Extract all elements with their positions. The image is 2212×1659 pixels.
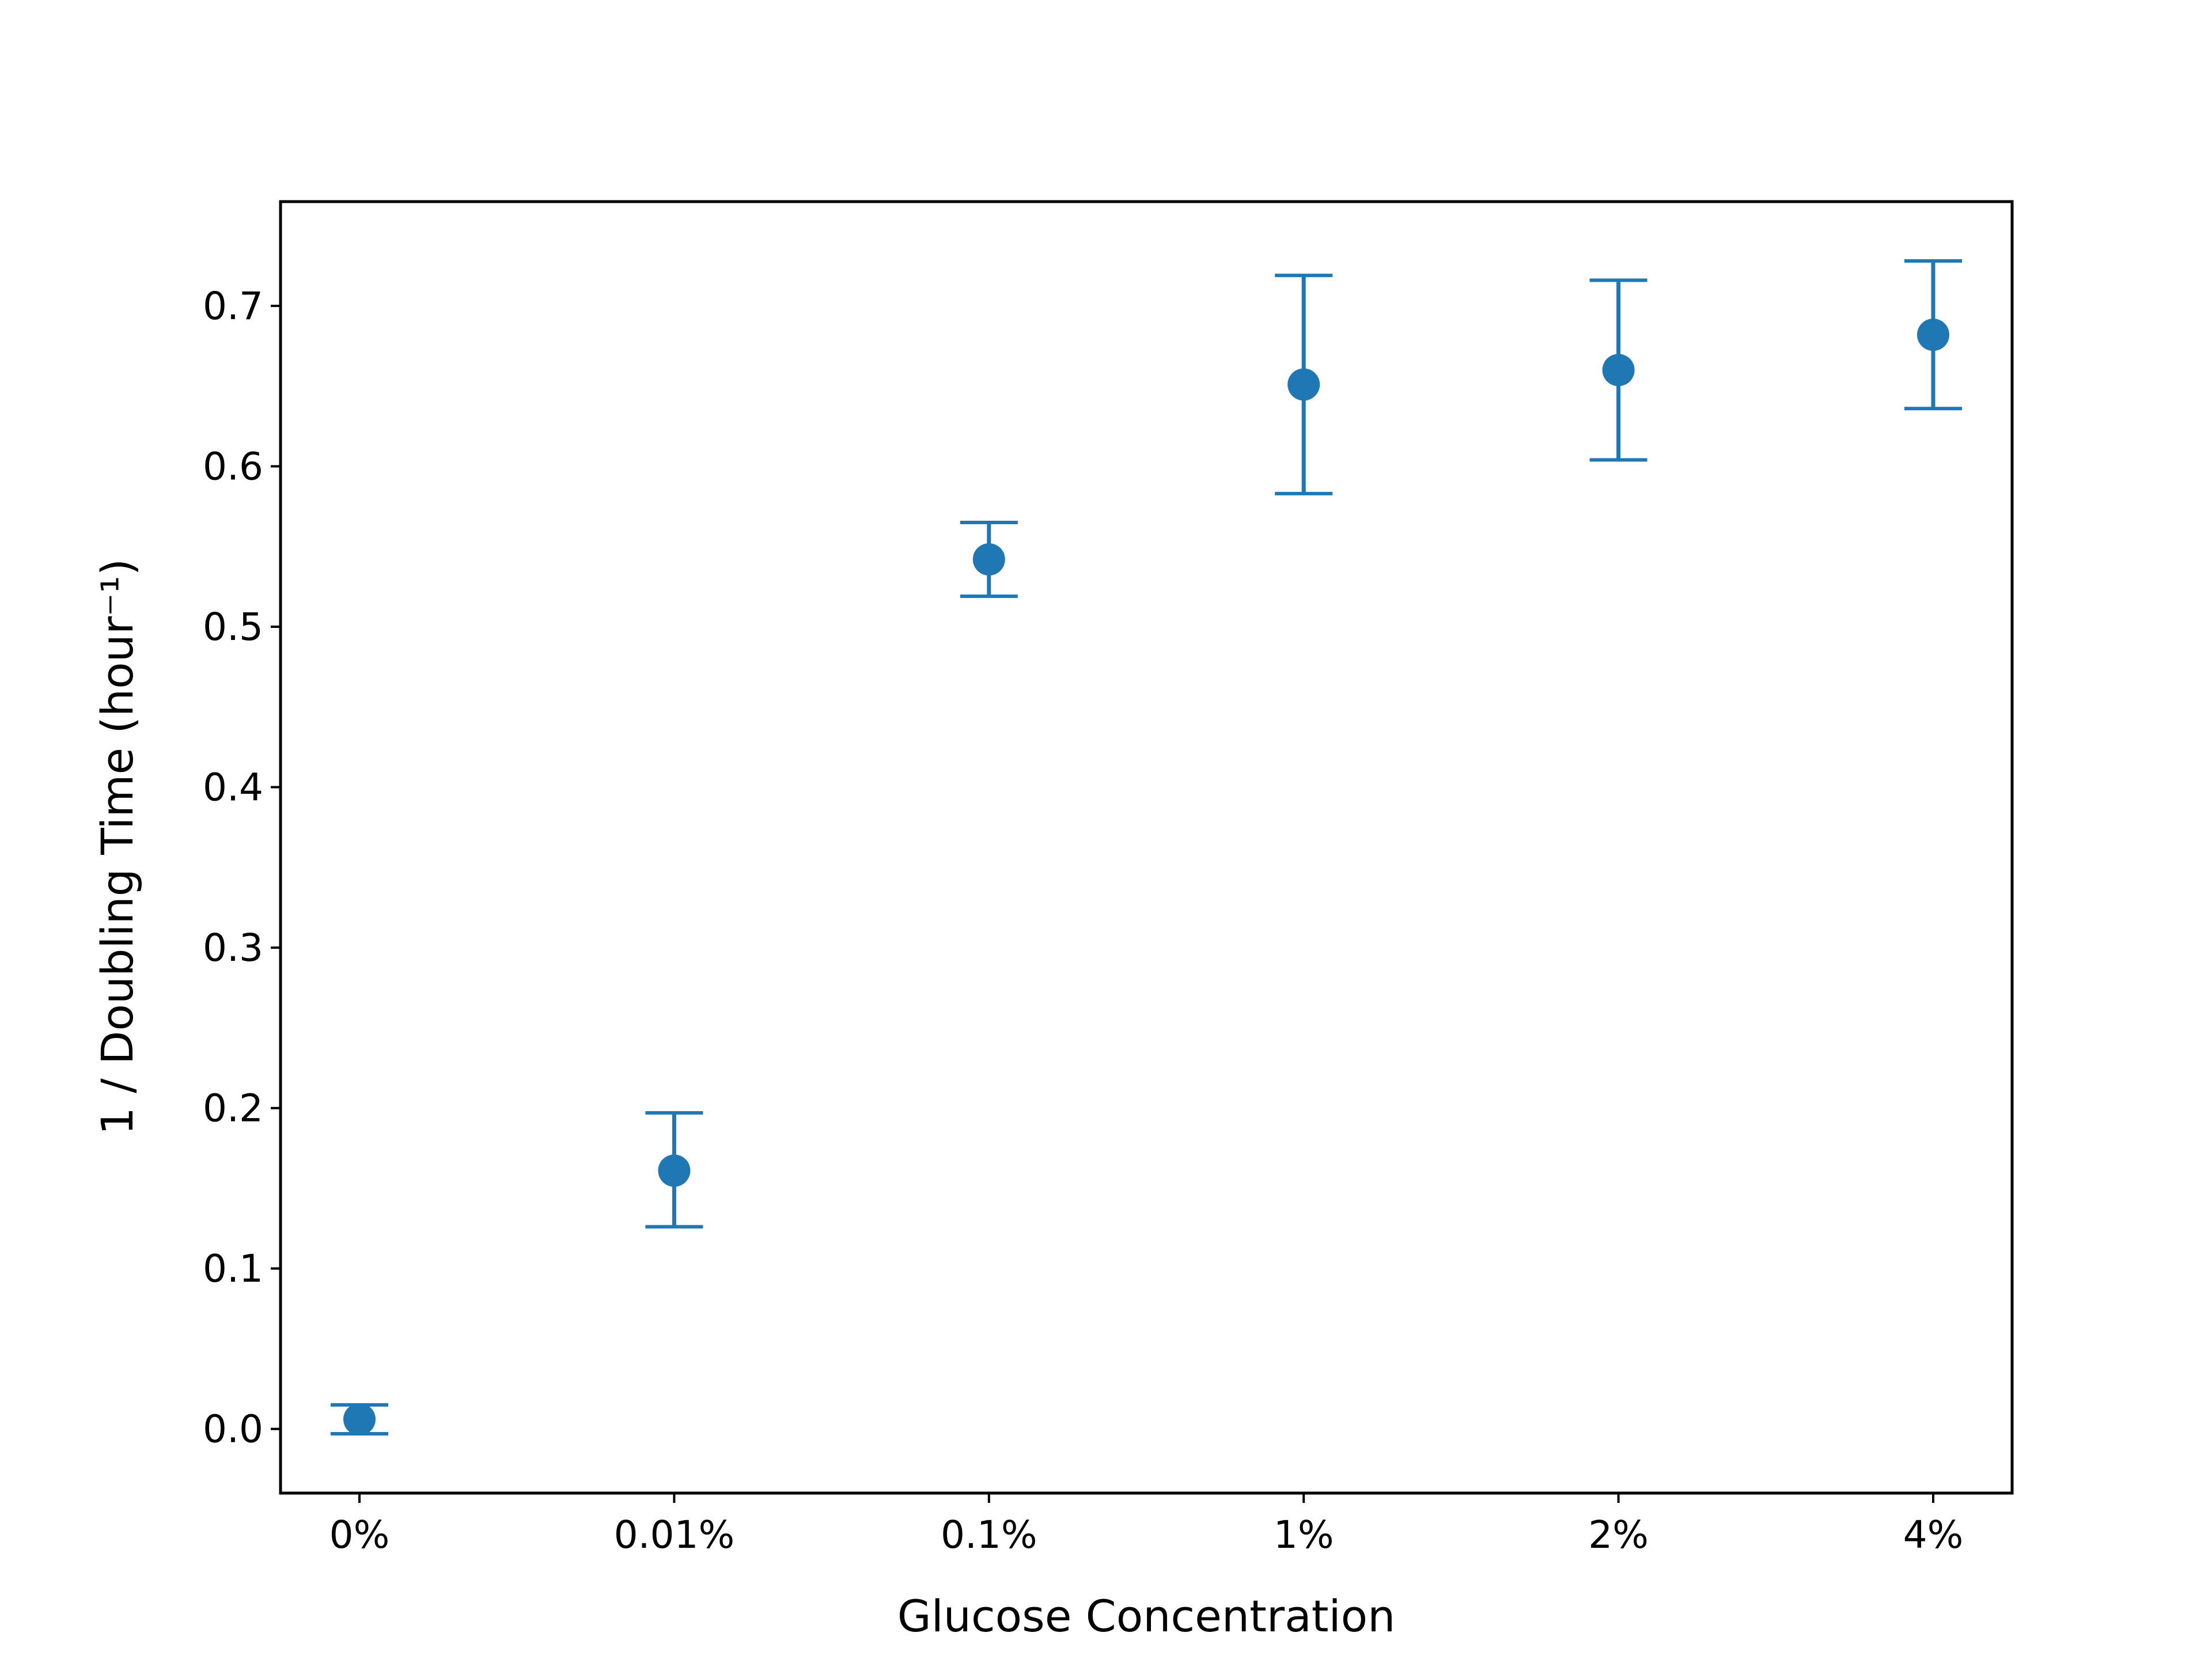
x-tick-label: 4% [1903, 1513, 1964, 1557]
x-axis: 0% 0.01% 0.1% 1% 2% 4% [329, 1493, 1964, 1557]
y-tick-label: 0.4 [203, 766, 263, 810]
data-point [1287, 368, 1320, 401]
x-tick-label: 1% [1274, 1513, 1334, 1557]
y-tick-label: 0.2 [203, 1086, 263, 1131]
plot-frame [279, 200, 2014, 1495]
x-tick-label: 2% [1588, 1513, 1649, 1557]
x-tick-label: 0% [329, 1513, 390, 1557]
y-axis-label: 1 / Doubling Time (hour⁻¹) [92, 559, 143, 1135]
y-axis: 0.0 0.1 0.2 0.3 0.4 0.5 0.6 0.7 [203, 284, 281, 1452]
x-tick-label: 0.1% [941, 1513, 1037, 1557]
data-point [343, 1403, 376, 1435]
y-tick-label: 0.1 [203, 1247, 263, 1291]
data-point-group [1275, 274, 1333, 495]
y-tick-label: 0.5 [203, 605, 263, 649]
x-tick-label: 0.01% [614, 1513, 735, 1557]
data-point [658, 1154, 691, 1187]
data-marks [331, 259, 1962, 1435]
y-tick-label: 0.6 [203, 445, 263, 489]
data-point-group [331, 1403, 388, 1435]
data-point [1917, 319, 1949, 351]
data-point-group [645, 1111, 703, 1229]
data-point [972, 543, 1005, 576]
y-tick-label: 0.3 [203, 926, 263, 970]
y-tick-label: 0.0 [203, 1407, 263, 1452]
y-tick-label: 0.7 [203, 284, 263, 328]
data-point-group [960, 521, 1018, 599]
x-axis-label: Glucose Concentration [897, 1590, 1396, 1642]
data-point-group [1904, 259, 1962, 411]
data-point [1602, 354, 1635, 387]
data-point-group [1589, 278, 1647, 462]
